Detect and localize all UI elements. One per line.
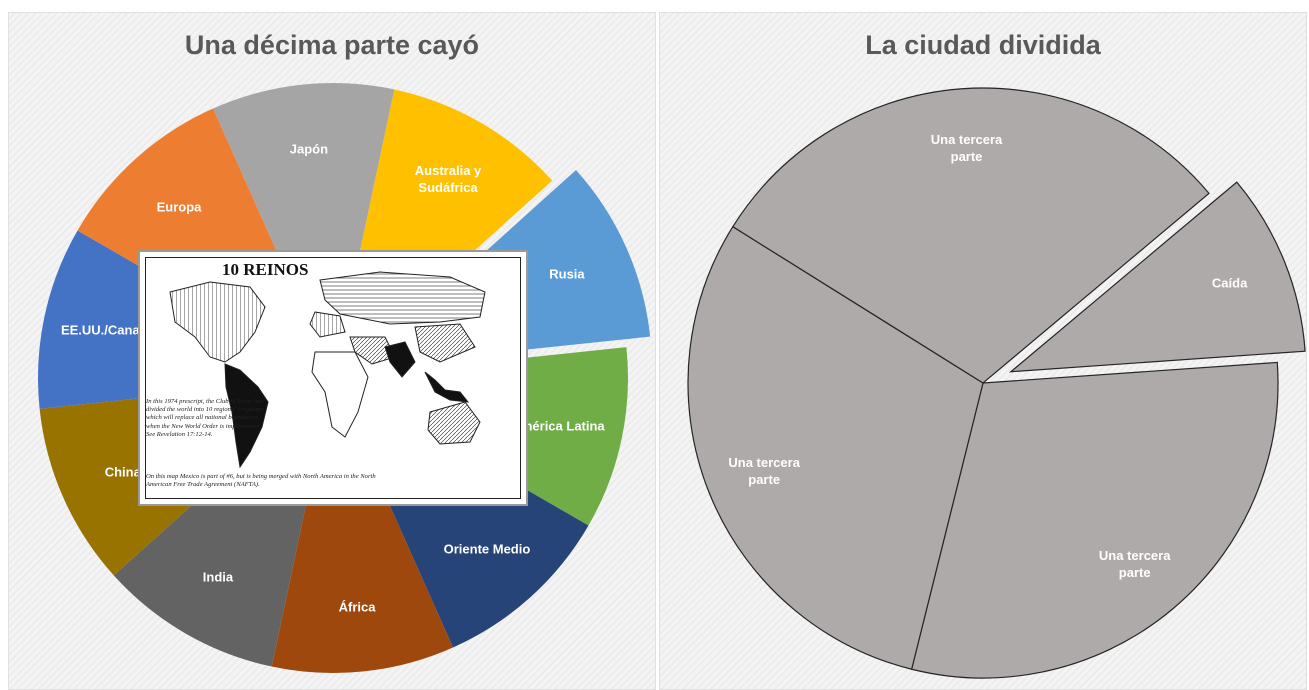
- pie-slice: [271, 378, 453, 673]
- image-frame: [145, 257, 521, 499]
- slice-label: Europa: [156, 199, 202, 215]
- slice-label: América Latina: [511, 418, 605, 434]
- world-map: [169, 271, 486, 469]
- region: [169, 281, 266, 363]
- region: [224, 363, 269, 469]
- slice-label: Una tercera parte: [930, 131, 1003, 164]
- chart-title: La ciudad dividida: [865, 30, 1101, 60]
- slice-label: Rusia: [549, 266, 585, 282]
- region: [414, 323, 476, 363]
- region: [319, 271, 486, 325]
- slice-label: África: [338, 599, 376, 615]
- region: [311, 351, 369, 438]
- slice-label: India: [202, 569, 234, 585]
- region: [309, 311, 346, 338]
- slice-label: China: [104, 464, 141, 480]
- pie-slice: [731, 87, 1210, 384]
- region: [384, 341, 416, 378]
- map-image: 10 REINOS In this 1974 prescript, the Cl…: [138, 250, 528, 506]
- image-title: 10 REINOS: [222, 260, 309, 279]
- slice-label: Una tercera parte: [1098, 547, 1171, 580]
- region: [349, 336, 396, 365]
- pie-slice: [910, 361, 1279, 679]
- pie-slice: [213, 83, 395, 378]
- slice-label: Oriente Medio: [443, 541, 531, 557]
- slice-label: Caída: [1211, 275, 1248, 291]
- image-note: On this map Mexico is part of #6, but is…: [146, 473, 376, 489]
- region: [424, 371, 470, 403]
- chart-title: Una décima parte cayó: [184, 30, 480, 60]
- region: [427, 401, 481, 445]
- slice-label: Una tercera parte: [728, 455, 800, 488]
- slice-label: EE.UU./Canadá: [60, 322, 155, 338]
- slice-label: Australia y Sudáfrica: [414, 162, 482, 195]
- pie-slice: [1009, 181, 1306, 373]
- image-caption: In this 1974 prescript, the Club of Rome…: [146, 398, 263, 438]
- slice-label: Japón: [289, 141, 329, 157]
